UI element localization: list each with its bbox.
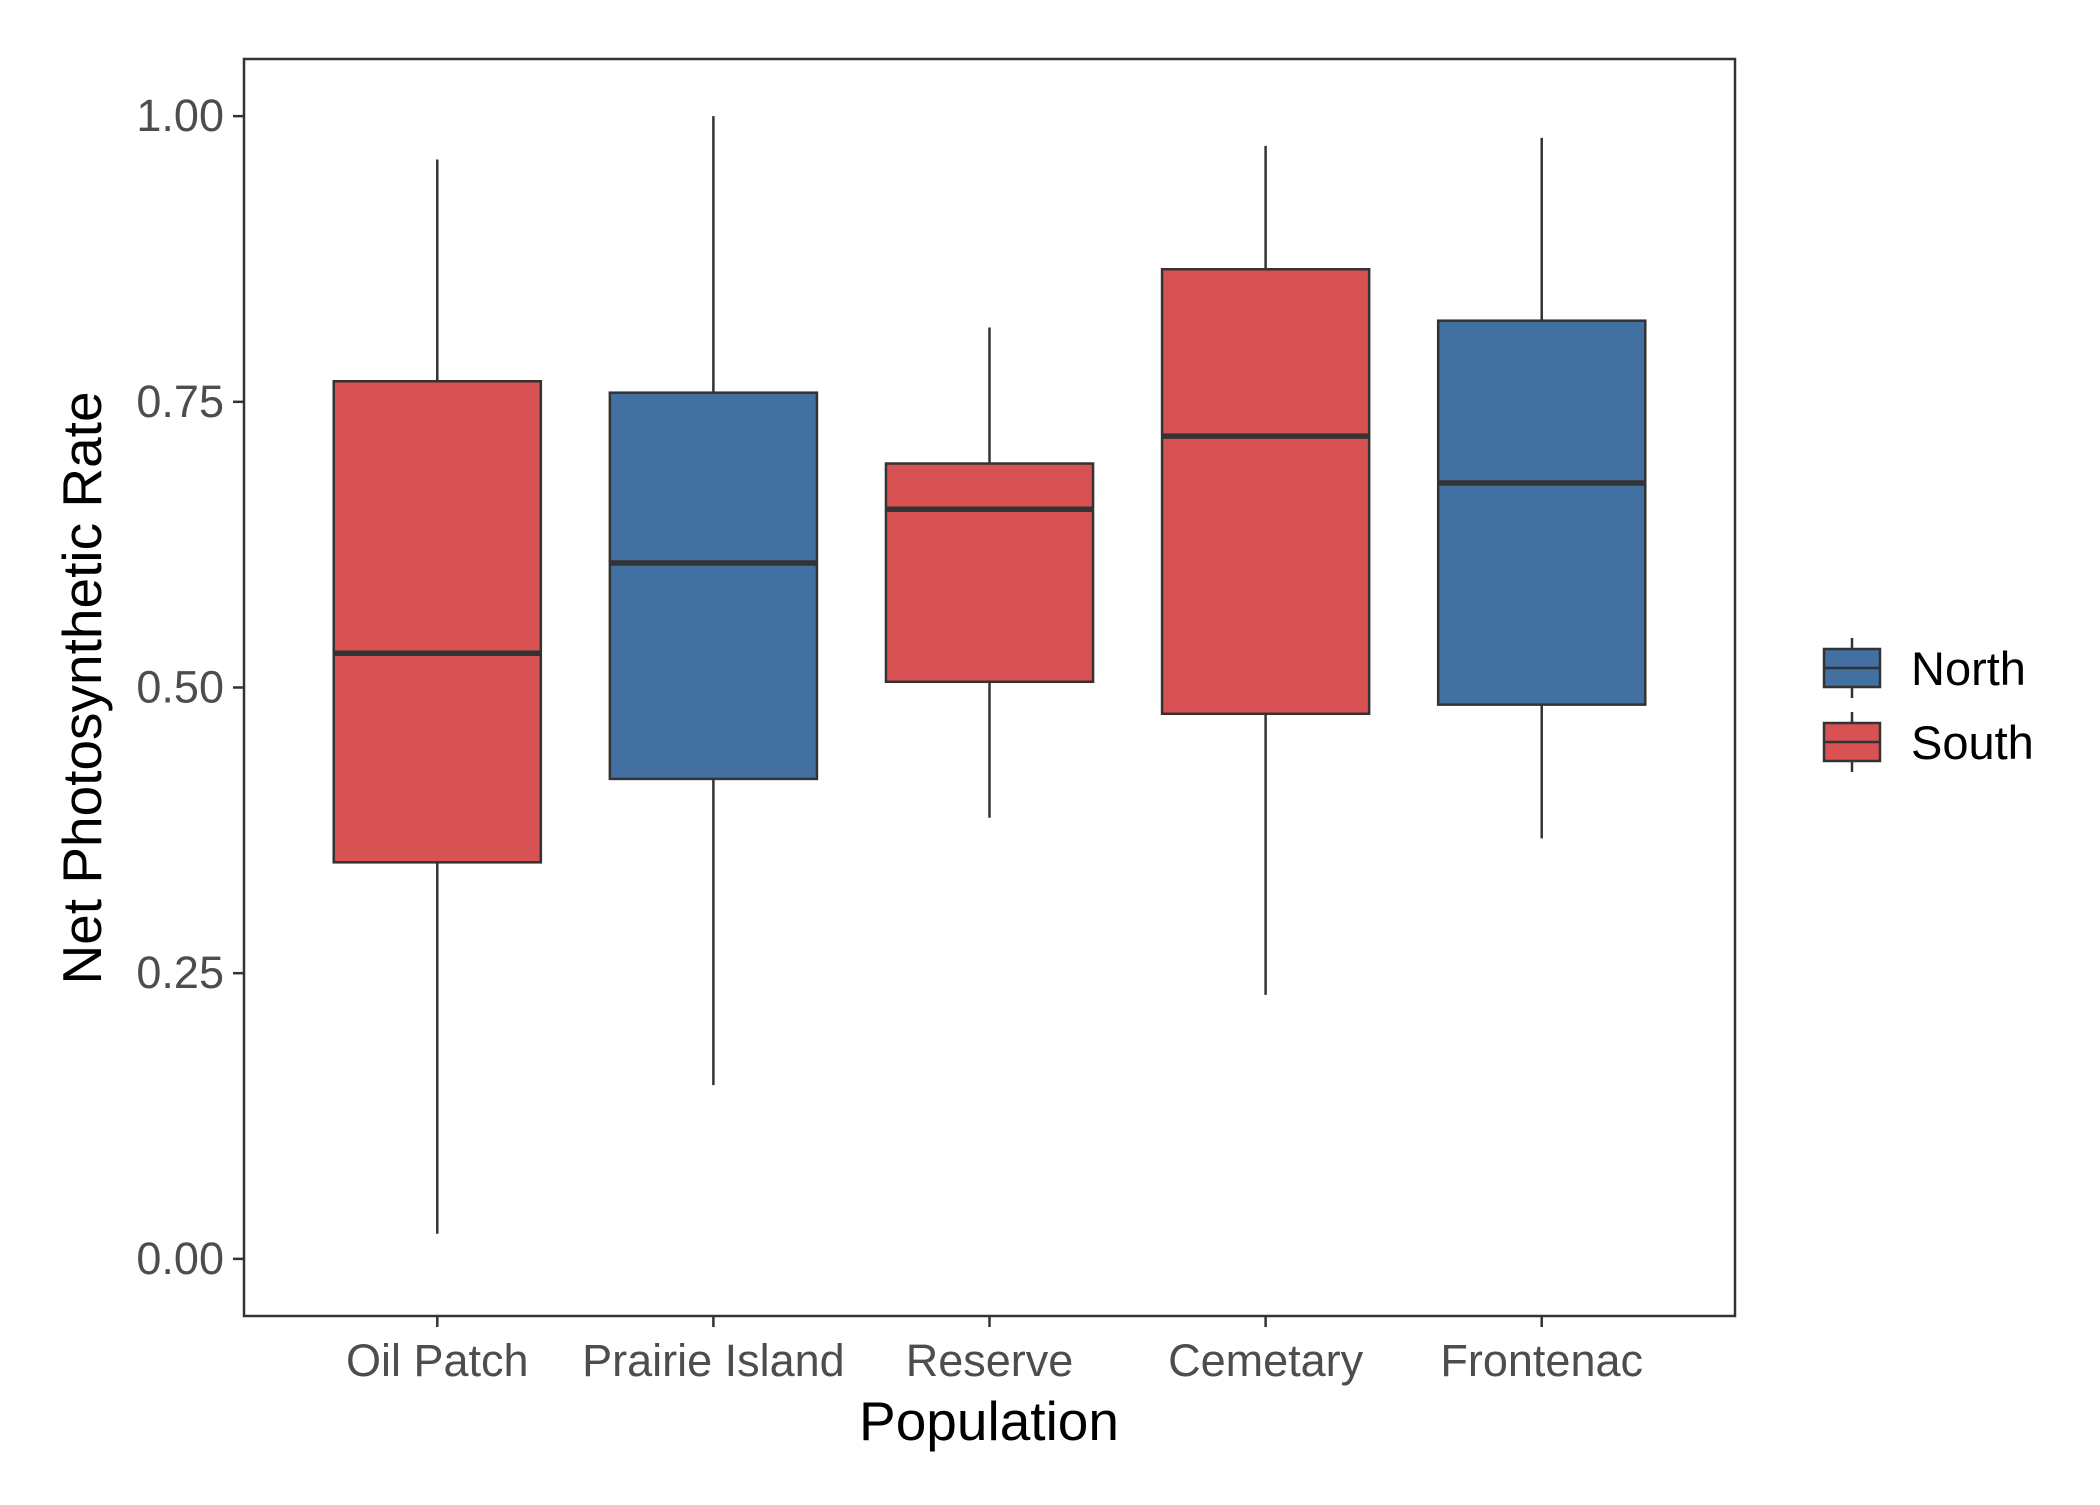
- x-tick-label: Frontenac: [1440, 1335, 1643, 1386]
- y-axis: 0.00 0.25 0.50 0.75 1.00: [136, 90, 244, 1284]
- legend-label: South: [1911, 716, 2034, 769]
- box-group: [884, 327, 1095, 818]
- box: [1160, 268, 1371, 716]
- x-axis: Oil Patch Prairie Island Reserve Cemetary Fr…: [346, 1316, 1643, 1386]
- legend-item: North: [1822, 638, 2026, 698]
- y-tick-label: 0.00: [136, 1233, 224, 1284]
- x-tick-label: Cemetary: [1168, 1335, 1364, 1386]
- box: [884, 462, 1095, 684]
- boxes: [332, 116, 1647, 1234]
- x-tick-label: Reserve: [906, 1335, 1074, 1386]
- y-tick-label: 0.25: [136, 947, 224, 998]
- box: [1436, 319, 1647, 706]
- y-tick-label: 0.50: [136, 662, 224, 713]
- y-tick-label: 0.75: [136, 376, 224, 427]
- box-group: [608, 116, 819, 1086]
- y-axis-title: Net Photosynthetic Rate: [51, 391, 113, 984]
- box: [332, 379, 543, 864]
- x-tick-label: Prairie Island: [582, 1335, 845, 1386]
- box-group: [1160, 145, 1371, 995]
- box-group: [332, 159, 543, 1234]
- x-axis-title: Population: [859, 1390, 1119, 1452]
- box-group: [1436, 137, 1647, 839]
- box: [608, 391, 819, 781]
- legend-item: South: [1822, 712, 2034, 772]
- x-tick-label: Oil Patch: [346, 1335, 529, 1386]
- legend-label: North: [1911, 642, 2026, 695]
- legend: North South: [1822, 638, 2034, 772]
- y-tick-label: 1.00: [136, 90, 224, 141]
